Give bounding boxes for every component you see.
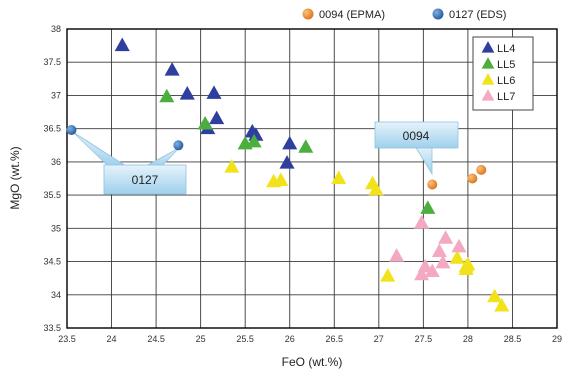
y-tick-label: 38	[51, 24, 61, 34]
point-ll4	[206, 85, 222, 99]
point-ll4	[248, 127, 264, 141]
x-tick-label: 27.5	[415, 334, 433, 344]
x-tick-label: 23.5	[58, 334, 76, 344]
x-tick-label: 26	[285, 334, 295, 344]
y-tick-label: 35	[51, 223, 61, 233]
top-legend: 0094 (EPMA) 0127 (EDS)	[302, 8, 506, 21]
callout-0094: 0094	[374, 121, 459, 176]
legend-label-0094: 0094 (EPMA)	[319, 9, 385, 21]
point-ll4	[179, 86, 195, 100]
point-0094-epma	[476, 164, 487, 175]
callout-0127-label: 0127	[132, 173, 159, 187]
point-ll5	[159, 88, 175, 103]
point-ll4	[164, 62, 180, 76]
point-0094-epma	[467, 173, 478, 184]
x-tick-label: 29	[552, 334, 562, 344]
point-ll7	[438, 230, 454, 244]
point-ll4	[209, 110, 225, 125]
y-axis-label: MgO (wt.%)	[8, 146, 22, 209]
point-ll6	[331, 170, 347, 184]
legend-box	[472, 36, 534, 111]
x-axis-ticks: 23.5 24 24.5 25 25.5 26 26.5 27 27.5 28 28.5 29	[58, 334, 562, 344]
legend-label-ll7: LL7	[497, 91, 515, 103]
point-ll6	[380, 268, 396, 282]
point-ll4	[114, 37, 130, 52]
callout-0127: 0127	[72, 131, 187, 195]
point-ll6	[273, 172, 289, 186]
x-tick-label: 28.5	[504, 334, 522, 344]
x-tick-label: 24.5	[147, 334, 165, 344]
point-ll5	[246, 133, 262, 148]
legend-label-0127: 0127 (EDS)	[449, 9, 506, 21]
y-tick-label: 34.5	[43, 257, 61, 267]
x-tick-label: 27	[374, 334, 384, 344]
y-tick-label: 36.5	[43, 124, 61, 134]
legend-marker-ll4	[481, 41, 495, 53]
y-axis-ticks: 33.5 34 34.5 35 35.5 36 36.5 37 37.5 38	[43, 24, 61, 333]
point-ll7	[414, 214, 430, 229]
legend-marker-0127	[432, 8, 444, 20]
legend-label-ll5: LL5	[497, 59, 515, 71]
point-ll4	[282, 135, 298, 150]
point-ll5	[298, 139, 314, 153]
point-ll6	[460, 256, 476, 271]
point-ll6	[224, 159, 240, 173]
legend-marker-ll7	[481, 89, 495, 101]
point-ll7	[389, 248, 405, 262]
legend-label-ll4: LL4	[497, 43, 515, 55]
x-tick-label: 28	[463, 334, 473, 344]
y-tick-label: 37	[51, 90, 61, 100]
legend-marker-0094	[302, 8, 314, 20]
y-tick-label: 33.5	[43, 323, 61, 333]
x-tick-label: 25	[196, 334, 206, 344]
point-ll6	[449, 250, 465, 264]
legend-marker-ll5	[481, 57, 495, 69]
point-ll5	[420, 200, 436, 214]
data-points	[66, 37, 510, 312]
callout-0094-label: 0094	[403, 129, 430, 143]
point-ll6	[368, 181, 384, 196]
y-tick-label: 34	[51, 290, 61, 300]
plot-area-border	[66, 28, 558, 329]
point-0094-epma	[427, 179, 438, 190]
point-0127-eds	[173, 140, 184, 151]
legend-label-ll6: LL6	[497, 75, 515, 87]
series-legend: LL4 LL5 LL6 LL7	[472, 36, 534, 111]
point-0127-eds	[66, 124, 77, 135]
point-ll6	[494, 298, 510, 312]
y-tick-label: 36	[51, 157, 61, 167]
legend-marker-ll6	[481, 73, 495, 85]
x-tick-label: 24	[107, 334, 117, 344]
point-ll7	[431, 243, 447, 258]
point-ll7	[435, 254, 451, 269]
x-tick-label: 26.5	[326, 334, 344, 344]
point-ll5	[197, 115, 213, 130]
point-ll7	[451, 238, 467, 253]
x-axis-label: FeO (wt.%)	[282, 355, 343, 369]
y-tick-label: 35.5	[43, 190, 61, 200]
point-ll4	[279, 155, 295, 169]
x-tick-label: 25.5	[236, 334, 254, 344]
point-ll7	[417, 258, 433, 273]
point-ll6	[487, 288, 503, 303]
point-ll7	[424, 263, 440, 277]
y-tick-label: 37.5	[43, 57, 61, 67]
